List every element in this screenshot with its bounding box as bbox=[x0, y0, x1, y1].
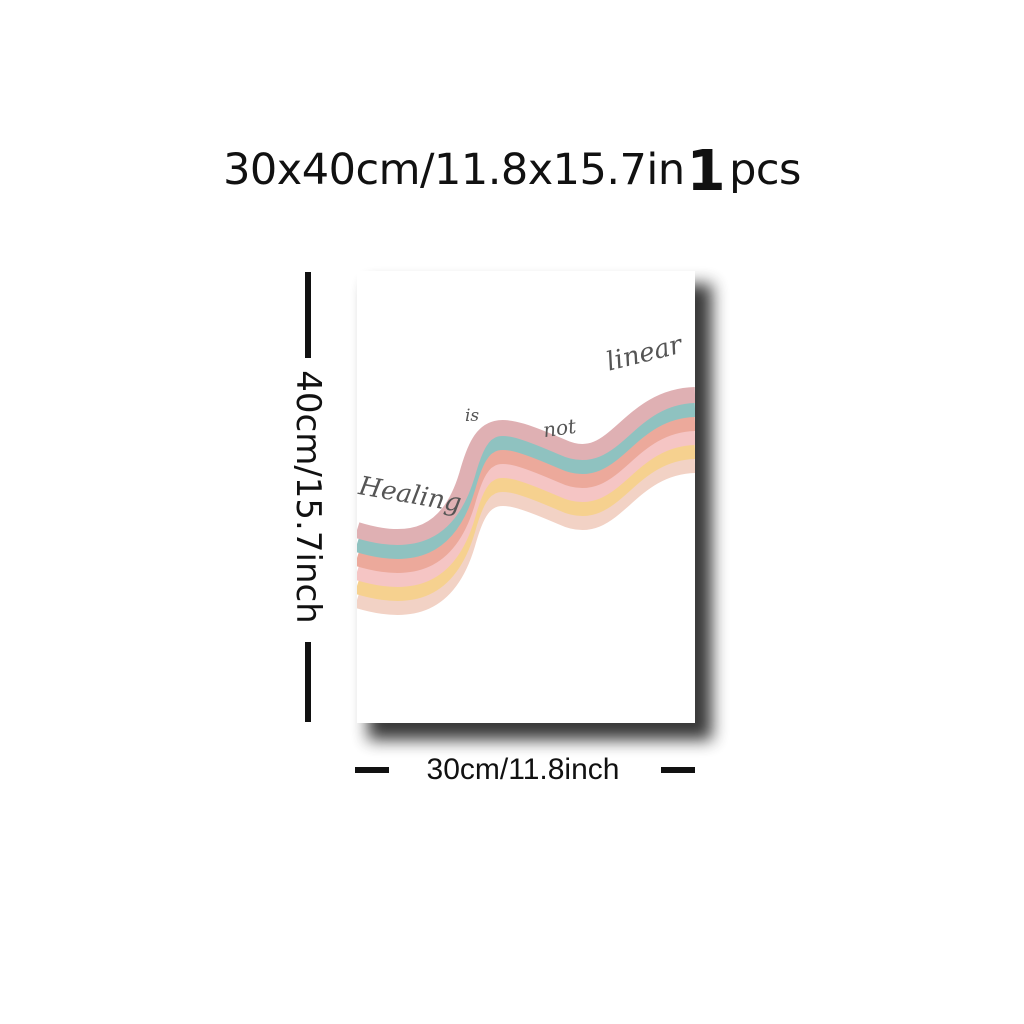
quantity-unit: pcs bbox=[729, 145, 801, 195]
poster-canvas: Healing is not linear bbox=[357, 271, 695, 723]
width-dimension-line-left bbox=[355, 767, 389, 773]
wave-band-1 bbox=[357, 387, 695, 545]
wave-band-5 bbox=[357, 443, 695, 601]
wave-band-2 bbox=[357, 401, 695, 559]
height-dimension-line-bottom bbox=[305, 642, 311, 722]
height-dimension-line-top bbox=[305, 272, 311, 358]
width-dimension-label: 30cm/11.8inch bbox=[426, 753, 620, 786]
poster-word-not: not bbox=[541, 413, 578, 443]
wave-band-6 bbox=[357, 457, 695, 615]
width-dimension-line-right bbox=[661, 767, 695, 773]
height-dimension-label: 40cm/15.7inch bbox=[288, 370, 328, 624]
product-size-title: 30x40cm/11.8x15.7in1pcs bbox=[0, 138, 1024, 200]
rainbow-wave-artwork bbox=[357, 387, 695, 615]
quantity-number: 1 bbox=[686, 139, 726, 204]
poster-word-is: is bbox=[465, 406, 480, 426]
wave-band-3 bbox=[357, 415, 695, 573]
size-text: 30x40cm/11.8x15.7in bbox=[223, 145, 685, 195]
wave-band-4 bbox=[357, 429, 695, 587]
